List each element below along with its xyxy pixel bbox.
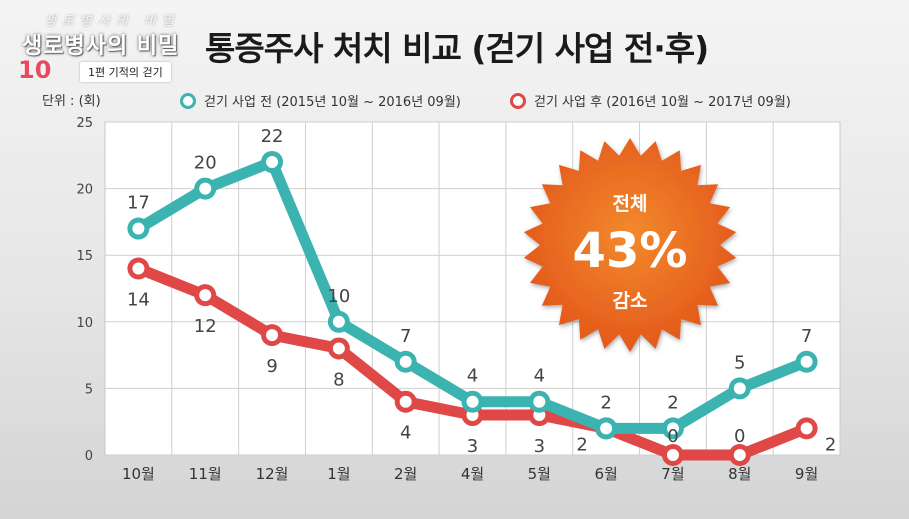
x-tick-label: 1월 [327,465,350,483]
data-label-before: 4 [534,366,545,387]
x-tick-label: 4월 [461,465,484,483]
x-tick-label: 7월 [661,465,684,483]
data-label-after: 3 [467,436,478,457]
series-point-after [661,444,684,466]
legend-before-label: 걷기 사업 전 (2015년 10월 ~ 2016년 09월) [204,95,461,110]
series-point-before [461,390,484,413]
episode-label: 1편 기적의 걷기 [80,62,171,82]
series-point-after [194,284,217,307]
program-logo-number: 10 [18,56,52,84]
data-label-before: 4 [467,366,478,387]
legend-after-label: 걷기 사업 후 (2016년 10월 ~ 2017년 09월) [534,95,791,110]
series-point-before [795,350,818,373]
data-label-before: 20 [194,153,217,174]
series-point-before [661,417,684,440]
x-tick-label: 2월 [394,465,417,483]
series-point-before [394,350,417,373]
program-logo: 생로병사의 비밀 생로병사의 비밀 10 [10,6,200,86]
data-label-after: 3 [534,436,545,457]
series-point-before [728,377,751,400]
data-label-after: 8 [333,369,344,390]
chart-title: 통증주사 처치 비교 (걷기 사업 전·후) [205,29,709,68]
data-label-before: 2 [600,392,611,413]
series-point-after [728,444,751,466]
data-label-before: 10 [327,286,350,307]
series-point-before [528,390,551,413]
legend-before-marker-icon [180,93,196,109]
x-tick-label: 5월 [528,465,551,483]
program-logo-name: 생로병사의 비밀 [22,34,180,59]
y-tick-label: 20 [76,183,93,198]
data-label-before: 2 [667,392,678,413]
series-point-after [795,417,818,440]
y-tick-label: 5 [85,382,93,397]
x-tick-label: 10월 [122,465,155,483]
y-tick-label: 15 [76,249,93,264]
data-label-before: 22 [261,126,284,147]
data-label-after: 14 [127,290,150,311]
unit-label: 단위 : (회) [42,94,101,109]
legend-before: 걷기 사업 전 (2015년 10월 ~ 2016년 09월) [180,91,461,110]
badge-bottom-label: 감소 [613,290,648,312]
legend-after-marker-icon [510,93,526,109]
data-label-before: 17 [127,193,150,214]
series-point-after [327,337,350,360]
program-logo-top-text: 생로병사의 비밀 [44,14,180,29]
burst-badge-shape [523,138,737,352]
data-label-after: 9 [266,356,277,377]
series-point-after [394,390,417,413]
x-tick-label: 11월 [189,465,222,483]
series-point-after [127,257,150,280]
data-label-after: 0 [734,426,745,447]
series-point-before [261,150,284,173]
series-point-before [327,310,350,333]
badge-value: 43% [573,223,688,279]
data-label-after: 2 [825,434,836,455]
series-point-before [595,417,618,440]
series-point-before [194,177,217,200]
legend-after: 걷기 사업 후 (2016년 10월 ~ 2017년 09월) [510,91,791,110]
data-label-after: 12 [194,316,217,337]
data-label-after: 2 [576,434,587,455]
x-tick-label: 8월 [728,465,751,483]
x-tick-label: 12월 [256,465,289,483]
data-label-before: 7 [801,326,812,347]
y-tick-label: 0 [85,449,93,464]
data-label-after: 4 [400,423,411,444]
x-tick-label: 9월 [795,465,818,483]
data-label-after: 0 [667,426,678,447]
data-label-before: 7 [400,326,411,347]
y-tick-label: 25 [76,116,93,131]
x-tick-label: 6월 [594,465,617,483]
data-label-before: 5 [734,352,745,373]
series-point-after [261,324,284,347]
badge-top-label: 전체 [613,193,648,215]
y-tick-label: 10 [76,316,93,331]
series-point-before [127,217,150,240]
